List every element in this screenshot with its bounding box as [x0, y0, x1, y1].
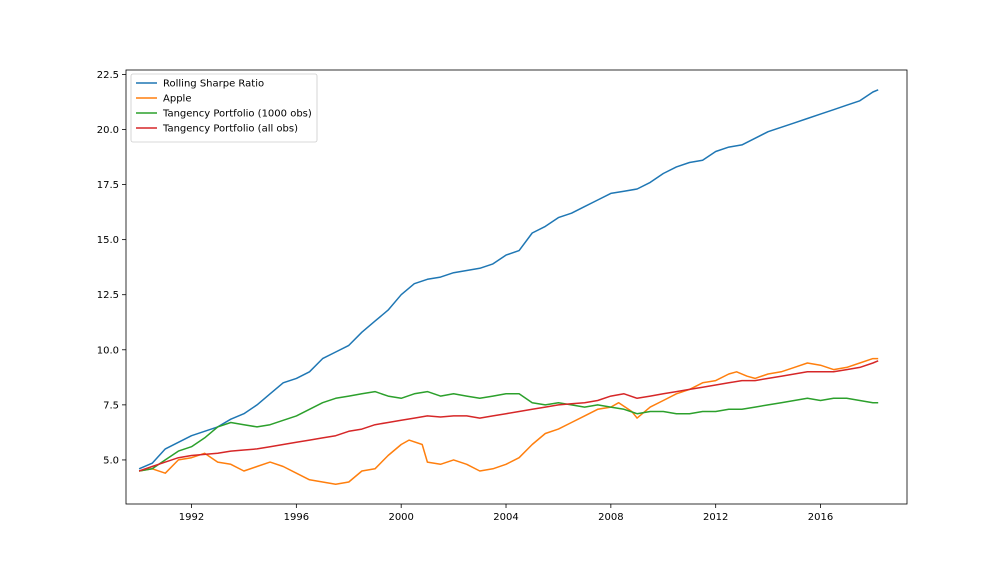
series-layer [138, 89, 879, 485]
x-tick-label: 1996 [284, 512, 309, 523]
x-tick-label: 2012 [703, 512, 728, 523]
x-tick-label: 1992 [179, 512, 204, 523]
y-tick-label: 22.5 [97, 70, 119, 81]
y-tick-label: 12.5 [97, 290, 119, 301]
legend-box [130, 73, 318, 143]
legend-label: Tangency Portfolio (1000 obs) [162, 109, 312, 120]
legend-label: Tangency Portfolio (all obs) [162, 124, 298, 135]
y-axis: 5.0 7.5 10.0 12.5 15.0 17.5 20.0 22.5 [97, 70, 126, 466]
x-tick-label: 2004 [493, 512, 518, 523]
axes-frame [125, 69, 908, 505]
y-tick-label: 5.0 [103, 455, 119, 466]
x-tick-label: 2008 [598, 512, 623, 523]
series-line-3 [138, 390, 879, 472]
x-axis: 1992 1996 2000 2004 2008 2012 2016 [179, 504, 833, 523]
y-tick-label: 20.0 [97, 125, 119, 136]
legend-label: Apple [163, 94, 191, 105]
y-tick-label: 15.0 [97, 235, 119, 246]
series-line-2 [138, 357, 879, 485]
legend-label: Rolling Sharpe Ratio [163, 79, 264, 90]
legend: Rolling Sharpe Ratio Apple Tangency Portfo… [130, 73, 318, 143]
series-line-1 [138, 89, 879, 470]
plot-area [138, 89, 879, 485]
y-tick-label: 10.0 [97, 345, 119, 356]
x-tick-label: 2000 [388, 512, 413, 523]
y-tick-label: 7.5 [103, 400, 119, 411]
series-line-4 [138, 360, 879, 472]
y-tick-label: 17.5 [97, 180, 119, 191]
x-tick-label: 2016 [808, 512, 833, 523]
